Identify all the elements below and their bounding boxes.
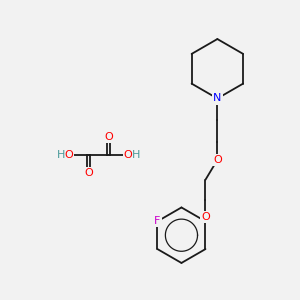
Text: F: F [154,216,161,226]
Text: O: O [104,132,113,142]
Text: O: O [124,150,133,160]
Text: H: H [132,150,140,160]
Text: H: H [57,150,65,160]
Text: O: O [213,155,222,165]
Text: O: O [84,168,93,178]
Text: N: N [213,94,222,103]
Text: O: O [201,212,210,222]
Text: O: O [64,150,73,160]
